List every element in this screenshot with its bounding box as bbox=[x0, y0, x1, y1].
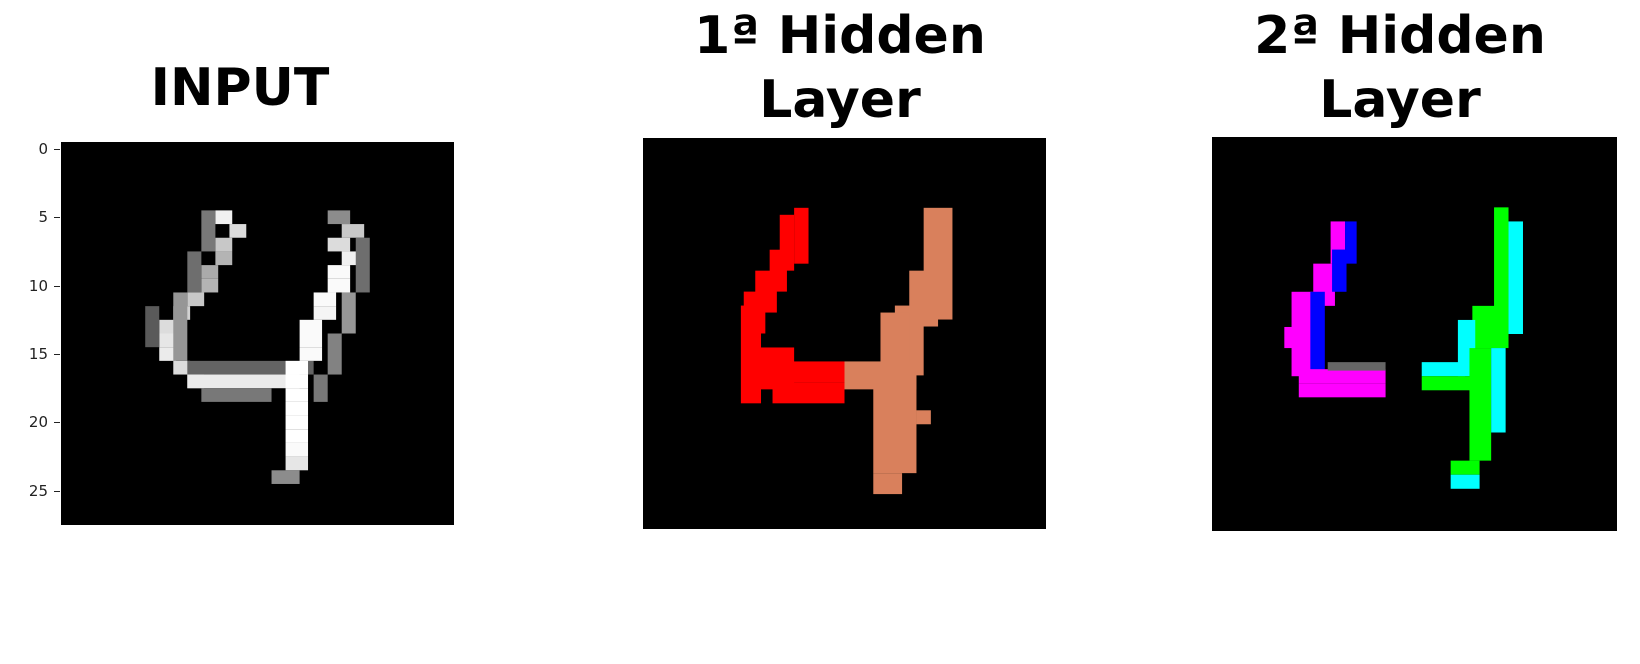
h2-left-unit bbox=[1332, 249, 1347, 292]
hidden-layer-2-title-line2: Layer bbox=[1319, 70, 1481, 130]
h2-right-unit bbox=[1421, 376, 1480, 391]
h2-left-unit bbox=[1291, 291, 1314, 377]
input-pixel bbox=[285, 374, 309, 389]
y-tick-mark bbox=[54, 422, 60, 424]
y-tick-label: 20 bbox=[28, 413, 48, 432]
input-pixel bbox=[285, 456, 309, 471]
input-pixel bbox=[215, 237, 233, 252]
input-pixel bbox=[285, 401, 309, 416]
input-pixel bbox=[299, 319, 323, 334]
input-pixel bbox=[341, 292, 356, 334]
h2-left-unit bbox=[1310, 291, 1325, 377]
input-image-panel bbox=[61, 142, 454, 525]
input-pixel bbox=[201, 210, 216, 252]
input-digit-image bbox=[145, 210, 370, 484]
h2-left-unit bbox=[1298, 369, 1386, 384]
h2-right-unit bbox=[1508, 221, 1523, 334]
hidden-layer-1-title-line2: Layer bbox=[759, 70, 921, 130]
hidden-layer-1-image bbox=[740, 207, 953, 495]
input-pixel bbox=[173, 360, 191, 375]
input-pixel bbox=[187, 374, 300, 389]
input-pixel bbox=[201, 265, 219, 279]
input-pixel bbox=[327, 333, 342, 375]
y-tick-mark bbox=[54, 490, 60, 492]
input-pixel bbox=[201, 388, 272, 402]
hidden-layer-1-panel bbox=[643, 138, 1046, 529]
input-pixel bbox=[215, 251, 233, 266]
y-tick-label: 25 bbox=[28, 481, 48, 500]
h1-left-unit bbox=[772, 361, 845, 383]
h1-left-unit bbox=[772, 382, 845, 404]
hidden-layer-2-panel bbox=[1212, 137, 1617, 531]
input-pixel bbox=[327, 265, 351, 279]
input-pixel bbox=[229, 224, 247, 238]
input-pixel bbox=[341, 224, 365, 238]
input-pixel bbox=[201, 278, 219, 293]
input-pixel bbox=[187, 292, 205, 307]
hidden-layer-1-title-line1: 1ª Hidden bbox=[694, 6, 986, 66]
h2-right-unit bbox=[1491, 348, 1506, 433]
h2-right-unit bbox=[1469, 348, 1492, 461]
input-title-text: INPUT bbox=[150, 58, 330, 118]
y-tick-mark bbox=[54, 354, 60, 356]
input-pixel bbox=[159, 347, 177, 361]
input-pixel bbox=[285, 415, 309, 430]
h1-left-unit bbox=[794, 207, 809, 264]
hidden-layer-2-title: 2ª Hidden Layer bbox=[1200, 4, 1600, 132]
h2-right-unit bbox=[1450, 474, 1480, 489]
hidden-layer-2-title-line1: 2ª Hidden bbox=[1254, 6, 1546, 66]
hidden-layer-1-title: 1ª Hidden Layer bbox=[640, 4, 1040, 132]
y-tick-label: 15 bbox=[28, 345, 48, 364]
input-pixel bbox=[285, 360, 309, 375]
y-tick-mark bbox=[54, 285, 60, 287]
input-pixel bbox=[145, 306, 160, 348]
input-pixel bbox=[355, 237, 370, 293]
y-tick-mark bbox=[54, 217, 60, 219]
input-pixel bbox=[327, 210, 351, 225]
h2-left-unit bbox=[1327, 362, 1386, 371]
h2-right-unit bbox=[1472, 305, 1502, 349]
input-pixel bbox=[327, 278, 351, 293]
input-pixel bbox=[159, 333, 177, 348]
h1-right-unit bbox=[873, 473, 903, 495]
input-pixel bbox=[299, 347, 323, 361]
y-tick-label: 0 bbox=[38, 139, 48, 158]
input-title: INPUT bbox=[60, 56, 420, 120]
input-pixel bbox=[313, 306, 337, 320]
input-pixel bbox=[215, 210, 233, 225]
input-pixel bbox=[327, 237, 351, 252]
input-pixel bbox=[313, 292, 337, 307]
input-pixel bbox=[187, 360, 314, 375]
input-pixel bbox=[285, 388, 309, 402]
input-pixel bbox=[313, 374, 328, 402]
input-pixel bbox=[285, 442, 309, 457]
input-pixel bbox=[299, 333, 323, 348]
y-tick-label: 10 bbox=[28, 276, 48, 295]
h2-right-unit bbox=[1421, 362, 1466, 377]
input-pixel bbox=[159, 319, 177, 334]
h1-right-unit bbox=[873, 375, 917, 474]
h2-left-unit bbox=[1298, 383, 1386, 398]
h1-right-unit bbox=[916, 410, 931, 425]
h2-right-unit bbox=[1450, 460, 1480, 475]
input-pixel bbox=[187, 251, 202, 293]
h2-left-unit bbox=[1345, 221, 1357, 264]
h2-left-unit bbox=[1284, 326, 1299, 349]
y-tick-label: 5 bbox=[38, 208, 48, 227]
input-pixel bbox=[285, 429, 309, 443]
input-pixel bbox=[271, 470, 300, 484]
hidden-layer-2-image bbox=[1284, 207, 1523, 489]
input-pixel bbox=[173, 292, 188, 361]
y-tick-mark bbox=[54, 148, 60, 150]
